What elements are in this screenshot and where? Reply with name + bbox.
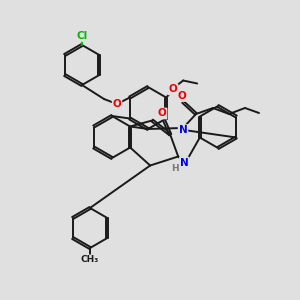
- Text: O: O: [169, 85, 178, 94]
- Text: H: H: [171, 164, 179, 173]
- Text: N: N: [180, 158, 189, 167]
- Text: O: O: [178, 91, 186, 101]
- Text: Cl: Cl: [76, 31, 88, 41]
- Text: O: O: [112, 99, 122, 109]
- Text: CH₃: CH₃: [81, 256, 99, 265]
- Text: N: N: [178, 125, 188, 135]
- Text: O: O: [158, 109, 167, 118]
